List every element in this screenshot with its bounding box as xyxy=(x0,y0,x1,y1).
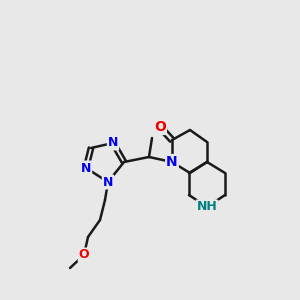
Text: N: N xyxy=(81,161,91,175)
Text: O: O xyxy=(79,248,89,262)
Text: NH: NH xyxy=(196,200,218,214)
Text: N: N xyxy=(166,155,178,169)
Text: N: N xyxy=(103,176,113,188)
Text: O: O xyxy=(154,120,166,134)
Text: N: N xyxy=(108,136,118,149)
